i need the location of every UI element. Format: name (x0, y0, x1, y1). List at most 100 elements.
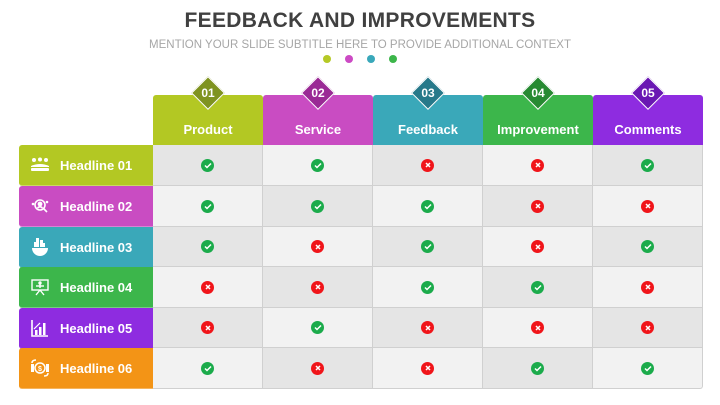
city-globe-icon (29, 238, 51, 256)
decorative-dots (0, 55, 720, 63)
row-label: Headline 04 (60, 279, 133, 295)
check-icon (641, 361, 654, 375)
table-cell (593, 145, 703, 186)
cross-icon (201, 321, 214, 334)
cross-icon (531, 321, 544, 334)
cross-icon (641, 321, 654, 334)
table-cell (153, 267, 263, 308)
page-title: FEEDBACK AND IMPROVEMENTS (184, 9, 536, 32)
cross-icon (421, 321, 434, 334)
table-cell (153, 145, 263, 186)
column-label: Comments (614, 122, 682, 137)
check-icon (201, 240, 214, 253)
check-icon (531, 280, 544, 294)
column-number-badge: 03 (411, 76, 445, 110)
check-icon (421, 240, 434, 253)
team-meeting-icon (29, 156, 51, 174)
column-number-badge: 05 (631, 76, 665, 110)
check-icon (641, 240, 654, 253)
check-icon (531, 361, 544, 375)
check-icon (311, 199, 324, 213)
row-label: Headline 01 (60, 157, 133, 173)
table-cell (153, 348, 263, 389)
column-number-badge: 01 (191, 76, 225, 110)
cross-icon (531, 199, 544, 213)
table-cell (593, 186, 703, 227)
table-cell (373, 145, 483, 186)
dot-4 (389, 55, 397, 63)
cross-icon (531, 158, 544, 172)
row-label: Headline 02 (60, 198, 133, 214)
row-header-3: Headline 03 (19, 227, 153, 268)
table-cell (593, 308, 703, 348)
row-label: Headline 05 (60, 320, 133, 336)
table-cell (593, 227, 703, 267)
row-label: Headline 03 (60, 239, 133, 255)
table-cell (483, 267, 593, 308)
cross-icon (531, 240, 544, 253)
table-cell (263, 227, 373, 267)
user-search-icon (29, 197, 51, 215)
check-icon (311, 321, 324, 334)
table-cell (373, 267, 483, 308)
row-header-1: Headline 01 (19, 145, 153, 186)
column-header-service: 02 Service (263, 76, 373, 145)
table-cell (373, 186, 483, 227)
cross-icon (311, 280, 324, 294)
table-cell (263, 348, 373, 389)
check-icon (201, 158, 214, 172)
column-header-feedback: 03 Feedback (373, 76, 483, 145)
dot-3 (367, 55, 375, 63)
table-cell (263, 186, 373, 227)
bar-chart-growth-icon (29, 319, 51, 337)
row-header-2: Headline 02 (19, 186, 153, 227)
table-cell (373, 308, 483, 348)
check-icon (421, 280, 434, 294)
column-label: Improvement (497, 122, 579, 137)
dot-2 (345, 55, 353, 63)
table-cell (153, 227, 263, 267)
svg-text:$: $ (38, 366, 42, 373)
row-header-5: Headline 05 (19, 308, 153, 349)
check-icon (201, 199, 214, 213)
table-cell (373, 348, 483, 389)
table-cell (483, 186, 593, 227)
check-icon (641, 158, 654, 172)
cross-icon (311, 361, 324, 375)
cross-icon (201, 280, 214, 294)
table-cell (483, 227, 593, 267)
table-cell (483, 145, 593, 186)
column-label: Product (183, 122, 233, 137)
table-cell (593, 267, 703, 308)
cross-icon (641, 199, 654, 213)
table-cell (153, 308, 263, 348)
column-header-comments: 05 Comments (593, 76, 703, 145)
table-cell (593, 348, 703, 389)
table-cell (483, 308, 593, 348)
cross-icon (311, 240, 324, 253)
cross-icon (421, 361, 434, 375)
table-cell (263, 267, 373, 308)
column-label: Service (294, 122, 342, 137)
cross-icon (641, 280, 654, 294)
check-icon (201, 361, 214, 375)
column-number-badge: 04 (521, 76, 555, 110)
row-header-4: Headline 04 (19, 267, 153, 308)
column-label: Feedback (398, 122, 458, 137)
column-number-badge: 02 (301, 76, 335, 110)
row-header-6: $ Headline 06 (19, 348, 153, 389)
row-label: Headline 06 (60, 360, 133, 376)
table-cell (263, 145, 373, 186)
presentation-board-icon (29, 278, 51, 296)
table-cell (153, 186, 263, 227)
column-header-improvement: 04 Improvement (483, 76, 593, 145)
cross-icon (421, 158, 434, 172)
table-cell (373, 227, 483, 267)
check-icon (311, 158, 324, 172)
column-header-product: 01 Product (153, 76, 263, 145)
page-subtitle: MENTION YOUR SLIDE SUBTITLE HERE TO PROV… (149, 39, 571, 51)
table-cell (263, 308, 373, 348)
table-cell (483, 348, 593, 389)
dot-1 (323, 55, 331, 63)
check-icon (421, 199, 434, 213)
